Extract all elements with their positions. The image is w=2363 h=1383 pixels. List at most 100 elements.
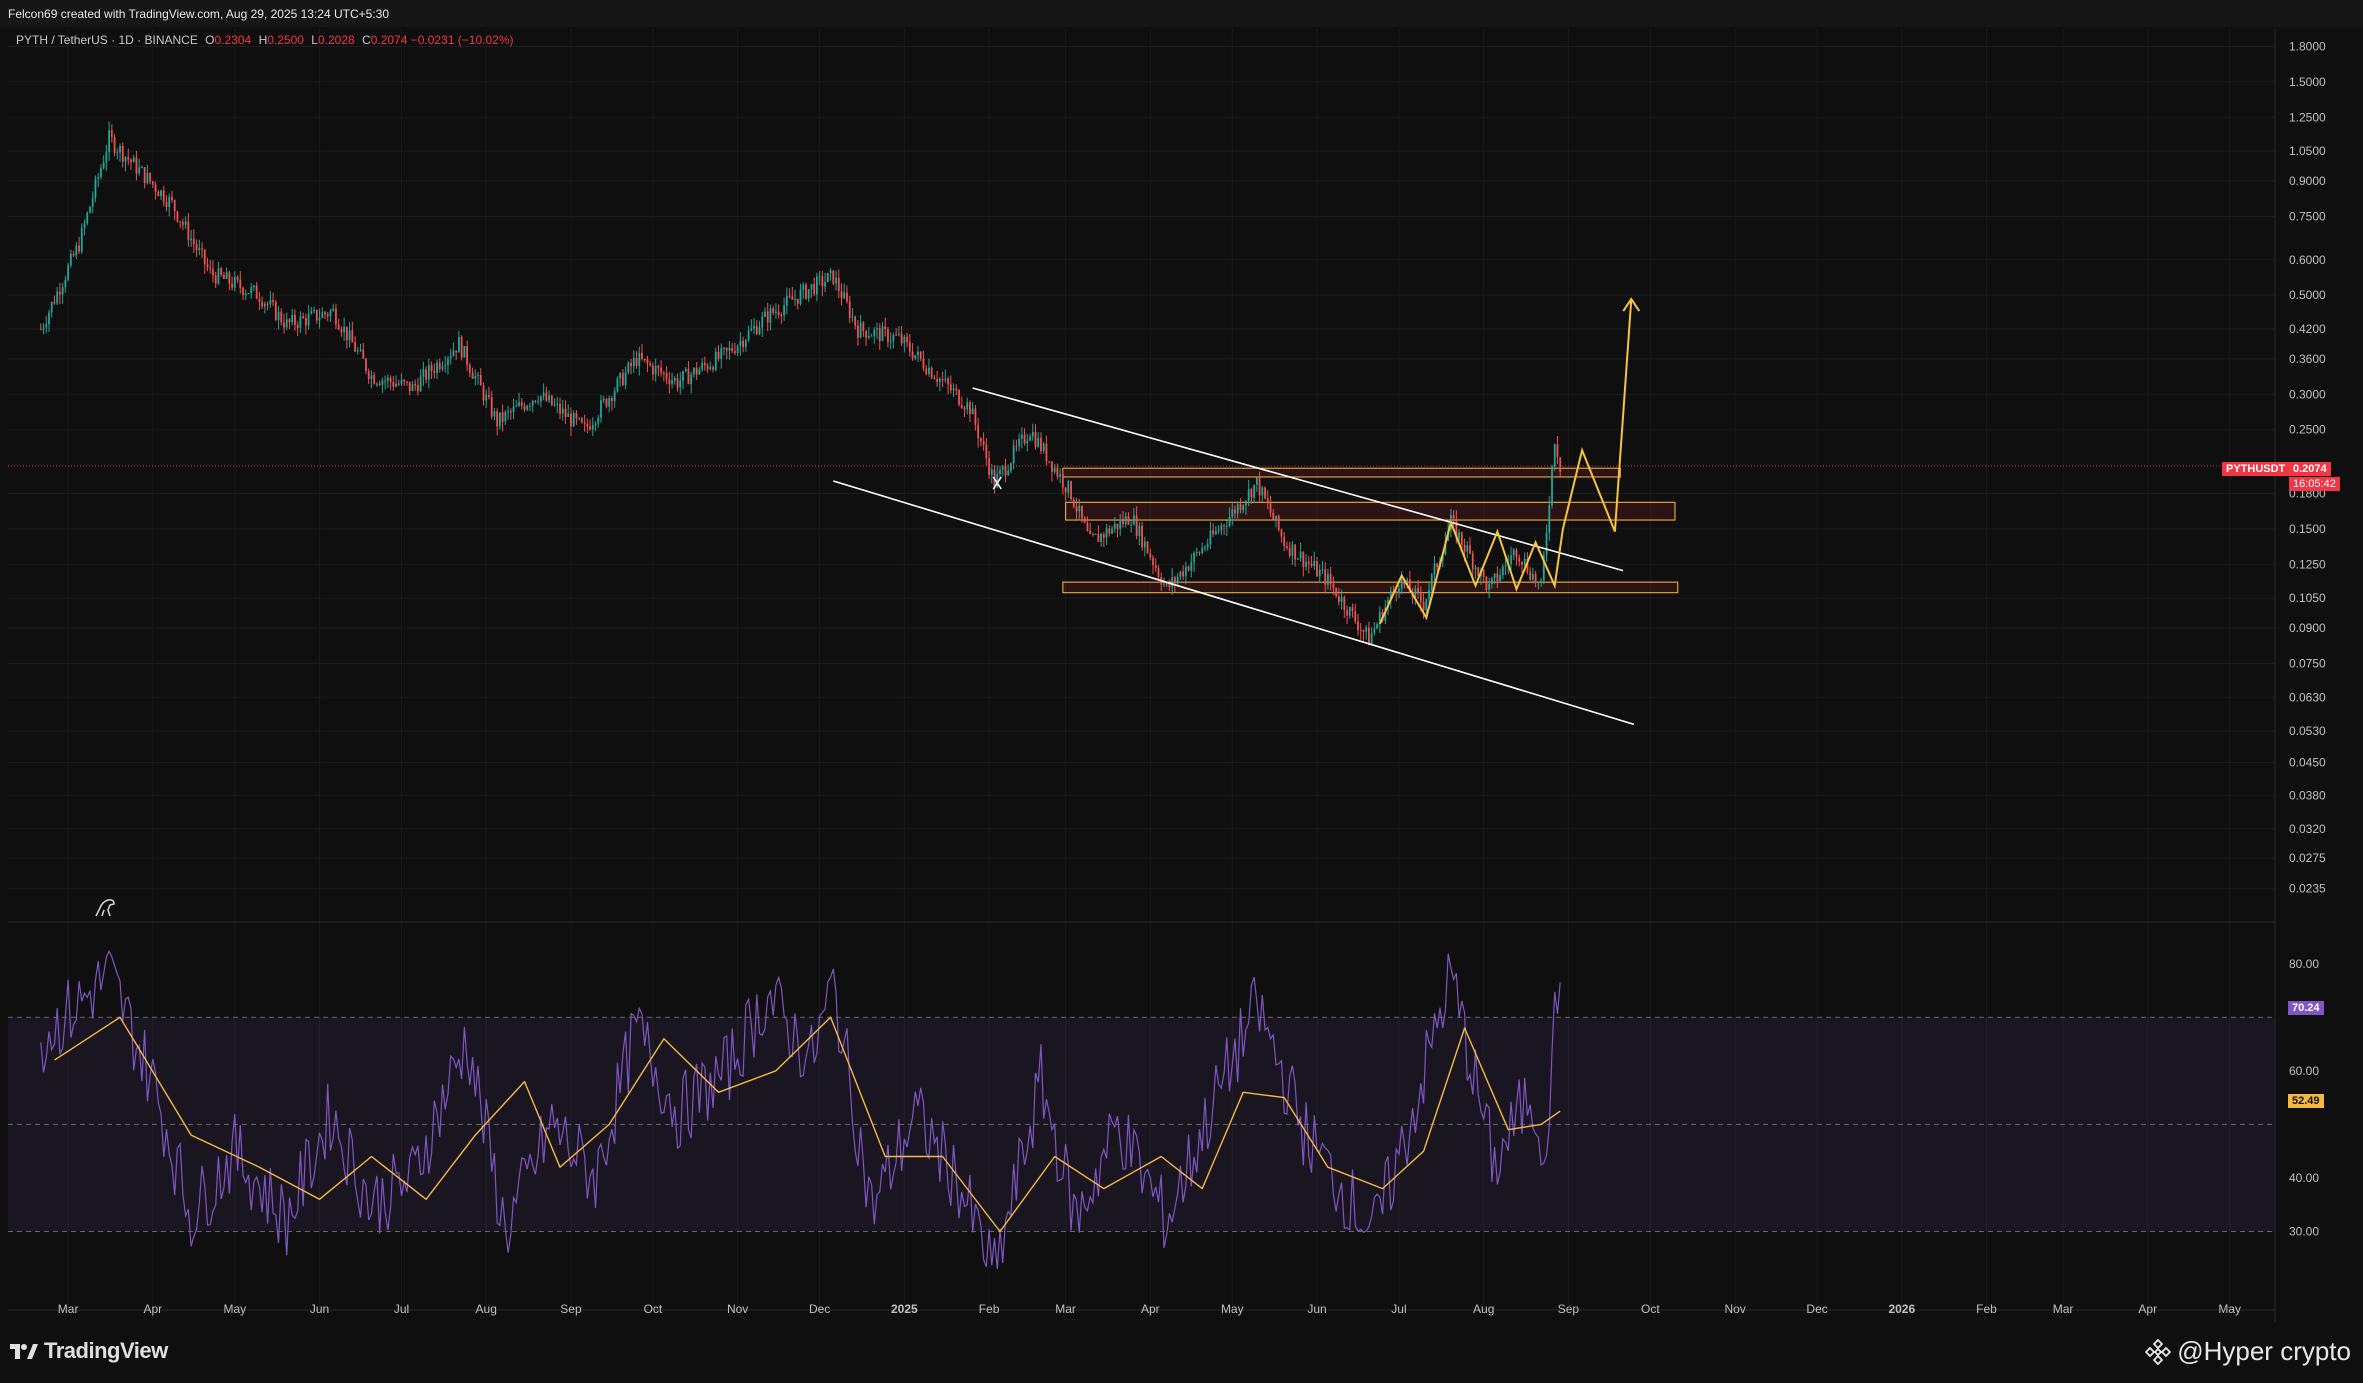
rsi-value-tag: 70.24 bbox=[2288, 1001, 2324, 1015]
candle-body bbox=[1504, 565, 1507, 567]
candle bbox=[1559, 457, 1562, 477]
candle bbox=[45, 315, 48, 334]
candle bbox=[1283, 532, 1286, 552]
candle bbox=[873, 327, 876, 344]
candle-body bbox=[944, 378, 947, 381]
candle-body bbox=[818, 276, 821, 278]
candle-body bbox=[1488, 583, 1491, 590]
candle bbox=[1529, 566, 1532, 581]
cross-marker bbox=[992, 476, 1002, 490]
candle-body bbox=[419, 376, 422, 392]
candle-body bbox=[173, 200, 176, 212]
candle bbox=[124, 156, 127, 172]
candle-body bbox=[1324, 569, 1327, 585]
candle-body bbox=[537, 401, 540, 403]
candle bbox=[796, 298, 799, 310]
tradingview-logo[interactable]: TradingView bbox=[10, 1338, 168, 1364]
candle bbox=[605, 397, 608, 409]
candle bbox=[1261, 485, 1264, 502]
candle bbox=[1499, 568, 1501, 583]
rsi-tick-label: 30.00 bbox=[2289, 1224, 2319, 1238]
rsi-line bbox=[40, 949, 1561, 1270]
candle-body bbox=[75, 245, 78, 256]
candle bbox=[419, 369, 422, 392]
candle-body bbox=[1477, 567, 1480, 576]
candle bbox=[616, 376, 619, 393]
candle-body bbox=[840, 290, 843, 299]
candle-body bbox=[1474, 567, 1477, 570]
candle bbox=[583, 414, 586, 432]
candle-body bbox=[813, 284, 816, 295]
candle-body bbox=[1348, 606, 1351, 616]
price-tick-label: 0.0530 bbox=[2289, 724, 2326, 738]
candle-body bbox=[914, 355, 917, 359]
candle-body bbox=[176, 211, 179, 222]
candle-body bbox=[548, 395, 550, 401]
candle-body bbox=[1007, 470, 1010, 476]
candle-body bbox=[802, 284, 805, 290]
candle bbox=[627, 361, 630, 375]
candle bbox=[438, 358, 441, 373]
candle bbox=[542, 383, 545, 401]
candle-body bbox=[1346, 610, 1348, 616]
candle bbox=[67, 262, 70, 282]
candle bbox=[498, 412, 501, 430]
candle-body bbox=[728, 347, 731, 351]
candle bbox=[64, 275, 67, 293]
candle bbox=[900, 326, 903, 346]
candle-body bbox=[1198, 552, 1201, 554]
candle bbox=[258, 291, 261, 311]
candle bbox=[567, 404, 570, 418]
candle-body bbox=[165, 202, 168, 207]
candle-body bbox=[1521, 561, 1523, 565]
dino-icon[interactable] bbox=[92, 894, 118, 920]
rsi-tick-label: 60.00 bbox=[2289, 1064, 2319, 1078]
candle-body bbox=[78, 245, 80, 252]
candle bbox=[1534, 570, 1537, 588]
candle-body bbox=[1190, 562, 1193, 571]
candle-body bbox=[1204, 547, 1206, 549]
price-tick-label: 1.2500 bbox=[2289, 110, 2326, 124]
channel-trendline bbox=[972, 387, 1624, 572]
candle bbox=[990, 464, 993, 484]
candle-body bbox=[865, 330, 867, 338]
candle-body bbox=[1173, 577, 1176, 583]
candle bbox=[564, 400, 567, 425]
candle-body bbox=[39, 329, 42, 331]
candle bbox=[269, 291, 272, 308]
candle-body bbox=[766, 311, 769, 323]
candle-body bbox=[1236, 504, 1239, 514]
candle-body bbox=[1542, 554, 1545, 581]
candle-body bbox=[605, 399, 608, 407]
candle-body bbox=[649, 363, 652, 366]
candle-body bbox=[1111, 528, 1113, 534]
candle-body bbox=[1266, 498, 1269, 504]
candle-body bbox=[810, 284, 813, 290]
candle-body bbox=[1335, 587, 1338, 597]
candle bbox=[821, 270, 824, 297]
candle bbox=[955, 384, 958, 396]
candle bbox=[121, 142, 124, 168]
candle-body bbox=[794, 298, 796, 300]
price-tick-label: 0.7500 bbox=[2289, 209, 2326, 223]
candle-body bbox=[531, 400, 534, 406]
candle-body bbox=[851, 316, 854, 318]
candle-body bbox=[1127, 516, 1130, 525]
candle bbox=[1501, 564, 1504, 580]
candle bbox=[1042, 441, 1045, 454]
candle-body bbox=[438, 362, 441, 369]
candle bbox=[313, 306, 315, 314]
candle-body bbox=[1400, 579, 1403, 589]
candle-body bbox=[815, 276, 818, 295]
candle-body bbox=[288, 319, 291, 323]
candle-body bbox=[272, 300, 274, 303]
candle-body bbox=[695, 367, 698, 375]
candle-body bbox=[854, 316, 857, 326]
candle-body bbox=[966, 402, 969, 410]
candle-body bbox=[1463, 544, 1466, 552]
candle bbox=[887, 326, 889, 348]
candle-body bbox=[1332, 583, 1335, 588]
candle-body bbox=[876, 328, 878, 330]
candle bbox=[747, 325, 750, 343]
